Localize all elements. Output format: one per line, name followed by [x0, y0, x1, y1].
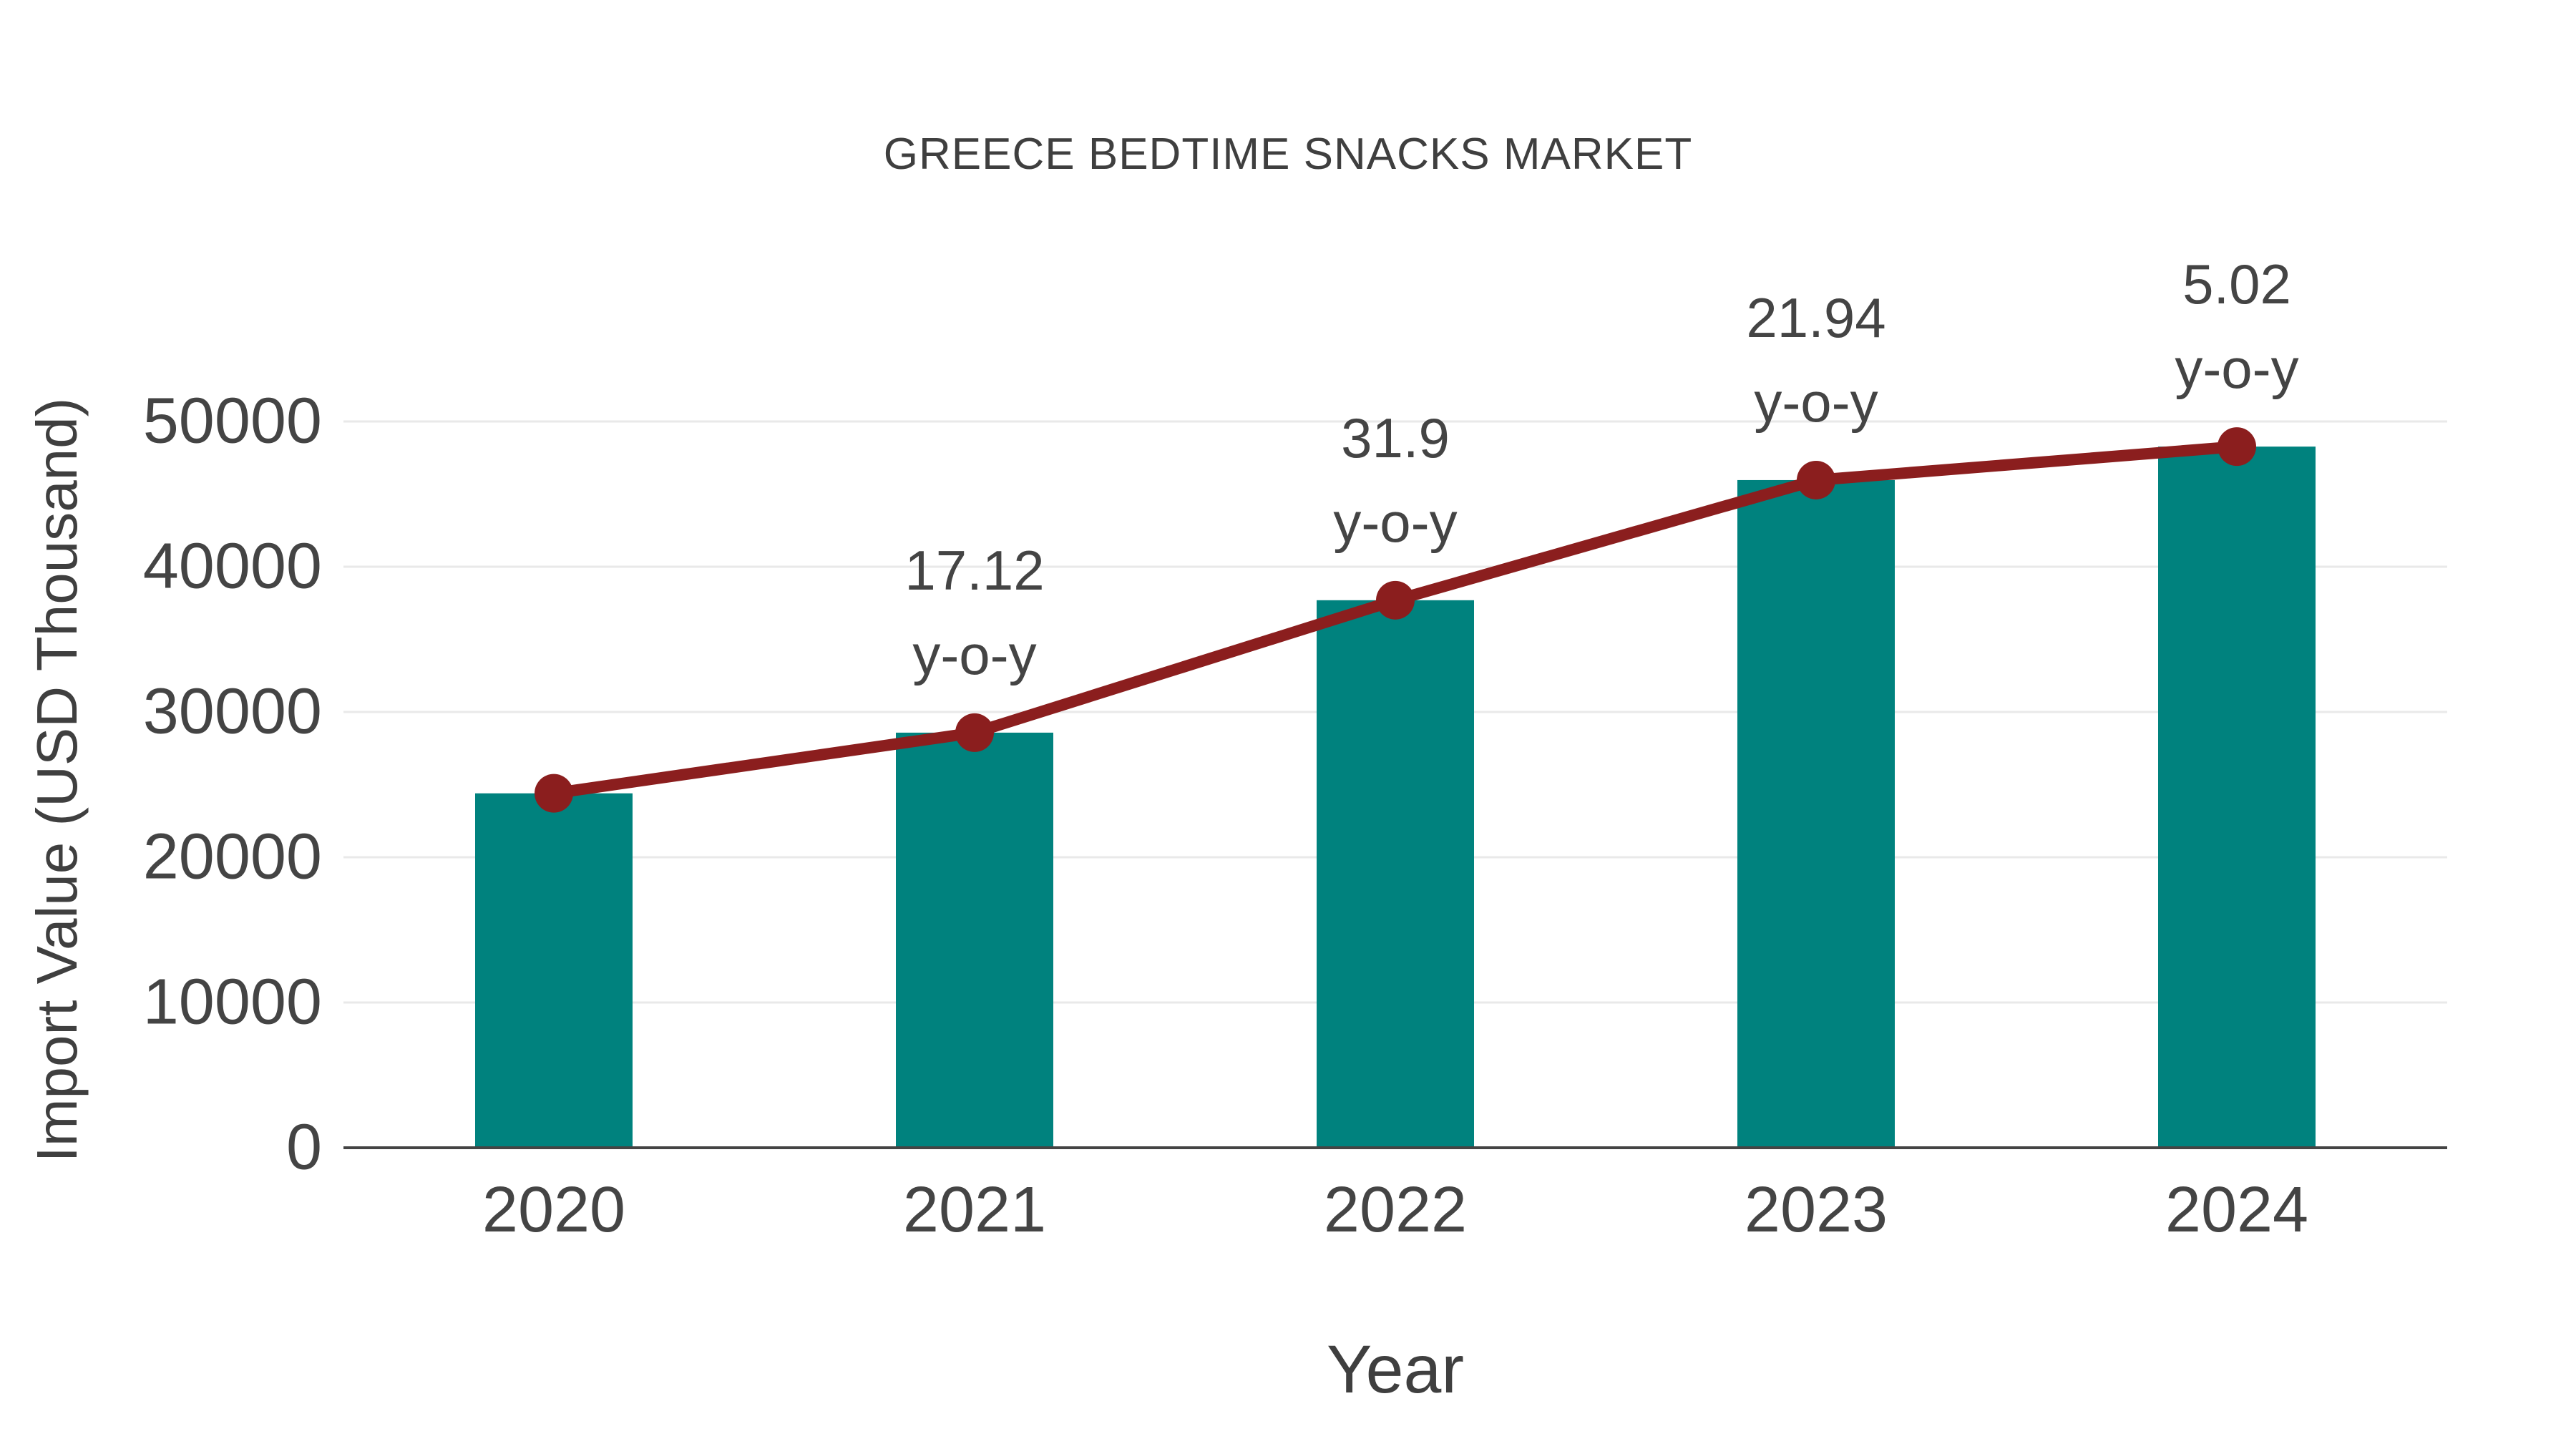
yoy-suffix-2023: y-o-y: [1754, 370, 1878, 434]
y-tick-label-40000: 40000: [142, 530, 322, 602]
chart-title: GREECE BEDTIME SNACKS MARKET: [883, 130, 1693, 179]
y-tick-label-30000: 30000: [142, 675, 322, 748]
y-tick-label-10000: 10000: [142, 966, 322, 1038]
x-tick-label-2021: 2021: [902, 1174, 1047, 1246]
bar-2023: [1737, 479, 1895, 1148]
yoy-annotation-2021: 17.12 y-o-y: [904, 528, 1044, 697]
marker-2022: [1376, 580, 1415, 620]
yoy-annotation-2023: 21.94 y-o-y: [1746, 275, 1885, 444]
x-axis-title: Year: [1327, 1332, 1464, 1407]
yoy-value-2024: 5.02: [2182, 253, 2291, 316]
yoy-value-2021: 17.12: [904, 538, 1045, 602]
yoy-value-2022: 31.9: [1341, 406, 1450, 469]
x-tick-label-2022: 2022: [1323, 1174, 1468, 1246]
marker-2023: [1797, 460, 1835, 499]
x-tick-label-2020: 2020: [482, 1174, 626, 1246]
bar-2022: [1317, 600, 1474, 1148]
yoy-annotation-2024: 5.02 y-o-y: [2175, 242, 2298, 411]
bar-2021: [896, 732, 1053, 1148]
yoy-value-2023: 21.94: [1746, 286, 1886, 349]
marker-2020: [535, 774, 573, 813]
x-tick-label-2023: 2023: [1744, 1174, 1888, 1246]
marker-2024: [2218, 427, 2256, 467]
yoy-suffix-2021: y-o-y: [912, 623, 1037, 686]
marker-2021: [955, 713, 994, 752]
yoy-suffix-2022: y-o-y: [1333, 490, 1458, 554]
yoy-annotation-2022: 31.9 y-o-y: [1333, 396, 1457, 565]
y-tick-label-50000: 50000: [142, 385, 322, 457]
y-tick-label-20000: 20000: [142, 821, 322, 893]
bar-2020: [475, 793, 633, 1148]
x-tick-label-2024: 2024: [2165, 1174, 2309, 1246]
y-tick-label-0: 0: [286, 1111, 322, 1184]
yoy-suffix-2024: y-o-y: [2175, 337, 2299, 401]
bar-2024: [2158, 447, 2316, 1148]
